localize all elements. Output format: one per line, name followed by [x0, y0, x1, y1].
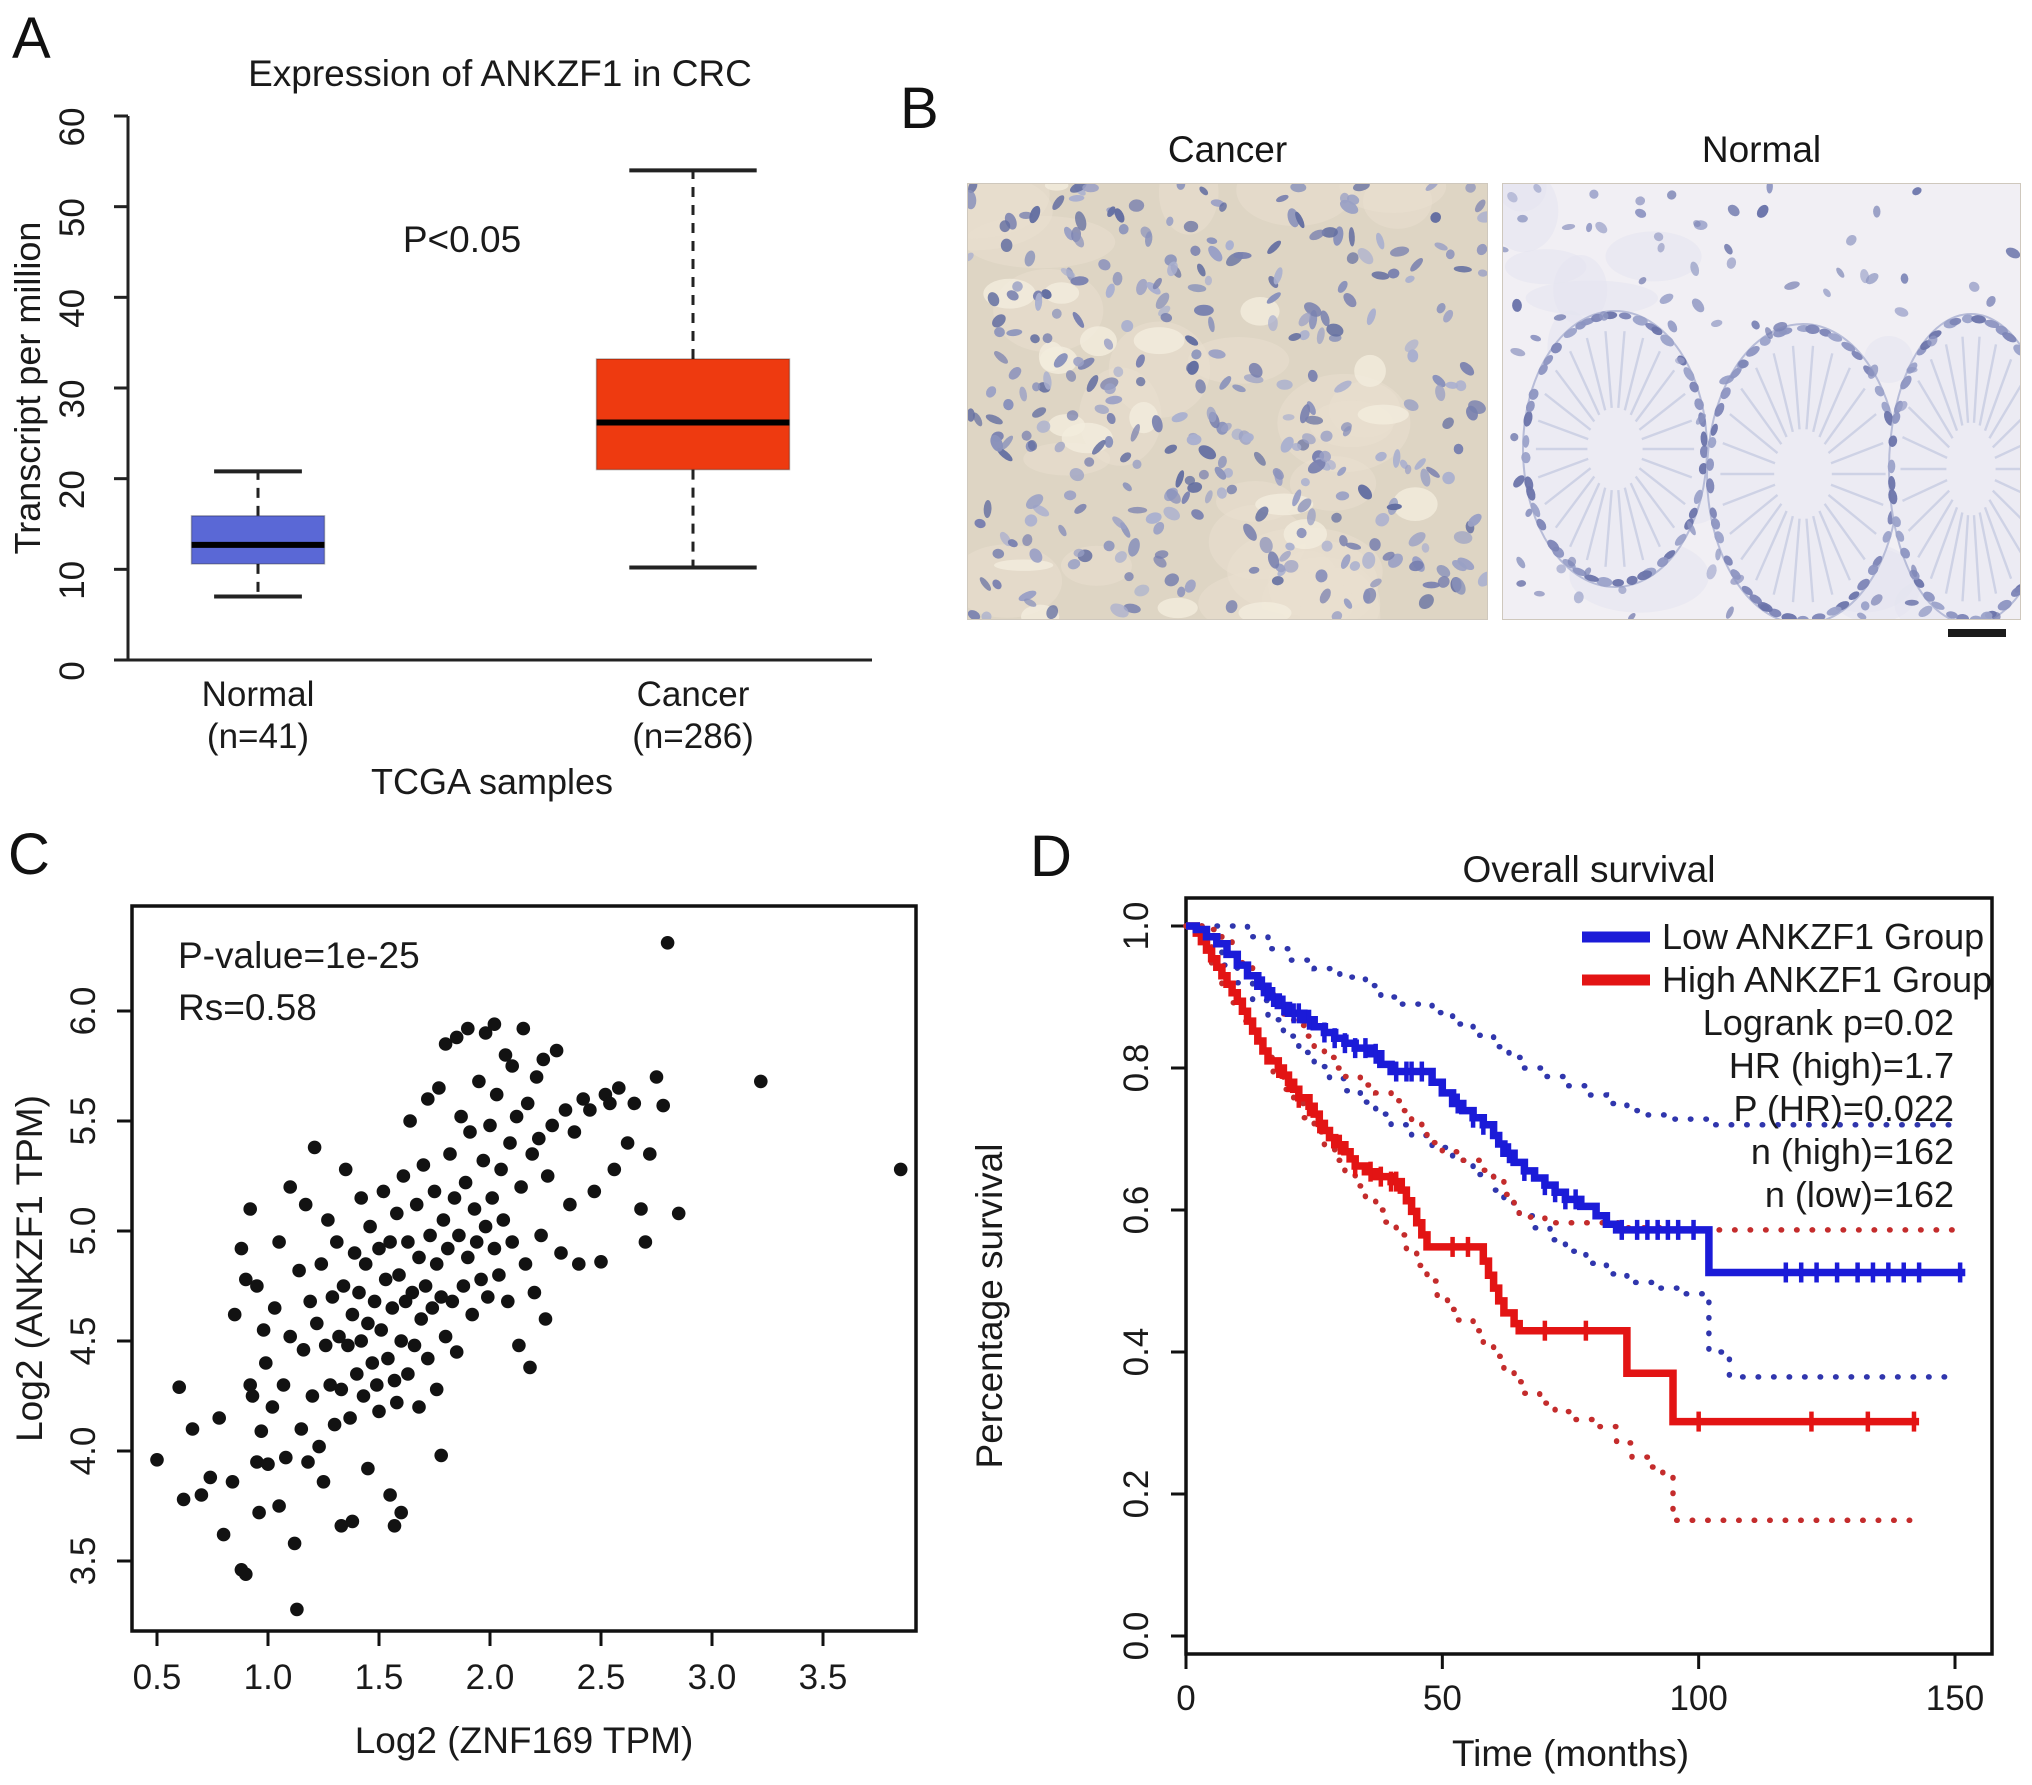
y-tick-label: 30 — [53, 380, 92, 419]
y-tick-label: 0.4 — [1117, 1328, 1156, 1377]
x-category-label: Normal — [202, 675, 315, 714]
x-tick-label: 1.5 — [355, 1658, 404, 1697]
panel-c-label: C — [8, 822, 50, 887]
scale-bar — [1948, 629, 2006, 637]
chart-title: Expression of ANKZF1 in CRC — [248, 53, 752, 94]
x-axis-title: TCGA samples — [371, 761, 613, 802]
box-group-normal — [190, 469, 326, 599]
km-stat-line: HR (high)=1.7 — [1729, 1045, 1954, 1086]
y-tick-label: 0.2 — [1117, 1470, 1156, 1519]
legend-label: Low ANKZF1 Group — [1662, 916, 1984, 957]
ihc-cancer-figure: Cancer — [967, 128, 1488, 637]
panel-a-label: A — [12, 6, 51, 71]
scatter-axes: 0.5 1.0 1.5 2.0 2.5 3.0 3.5 3.5 4.0 4.5 5.0 5.5 6.0 — [64, 987, 847, 1697]
y-tick-label: 40 — [53, 289, 92, 328]
gland-1 — [1706, 323, 1901, 619]
boxplot-axes: 0 10 20 30 40 50 60 — [53, 108, 872, 681]
x-tick-label: 1.0 — [244, 1658, 293, 1697]
censor-marks-high-solid — [1276, 1058, 1917, 1432]
scatter-points — [150, 936, 908, 1617]
y-axis-title: Percentage survival — [969, 1144, 1010, 1469]
km-curve-low-upper-ci — [1183, 923, 1958, 1128]
km-stat-line: P (HR)=0.022 — [1734, 1088, 1954, 1129]
gland-0 — [1521, 310, 1709, 588]
x-category-sublabel: (n=41) — [207, 717, 309, 756]
x-tick-label: 0.5 — [133, 1658, 182, 1697]
y-tick-label: 6.0 — [64, 987, 103, 1036]
y-tick-label: 3.5 — [64, 1537, 103, 1586]
x-axis-title: Time (months) — [1452, 1733, 1689, 1774]
ihc-normal-figure: Normal — [1502, 128, 2021, 637]
panel-d-label: D — [1030, 824, 1072, 889]
y-tick-label: 50 — [53, 198, 92, 237]
y-tick-label: 0 — [53, 661, 92, 680]
chart-title: Overall survival — [1463, 849, 1716, 890]
box-group-cancer — [595, 168, 791, 570]
x-tick-label: 150 — [1926, 1679, 1984, 1718]
km-axes: 0.0 0.2 0.4 0.6 0.8 1.0 0 50 100 150 — [1117, 902, 1984, 1718]
rs-annotation: Rs=0.58 — [178, 987, 317, 1028]
legend-label: High ANKZF1 Group — [1662, 959, 1992, 1000]
y-tick-label: 20 — [53, 470, 92, 509]
x-tick-label: 50 — [1423, 1679, 1462, 1718]
x-tick-label: 100 — [1669, 1679, 1727, 1718]
y-tick-label: 1.0 — [1117, 902, 1156, 951]
scatter-correlation-plot: 0.5 1.0 1.5 2.0 2.5 3.0 3.5 3.5 4.0 4.5 5.0 5.5 6.0 L… — [9, 904, 918, 1761]
pvalue-annotation: P<0.05 — [403, 219, 521, 260]
y-axis-title: Transcript per million — [7, 222, 48, 555]
x-tick-label: 0 — [1176, 1679, 1195, 1718]
y-tick-label: 10 — [53, 561, 92, 600]
ihc-cancer-title: Cancer — [1167, 129, 1288, 170]
y-tick-label: 5.0 — [64, 1207, 103, 1256]
stromal-nuclei — [1503, 184, 2020, 619]
x-category-label: Cancer — [637, 675, 750, 714]
x-tick-label: 2.0 — [466, 1658, 515, 1697]
cancer-nuclei — [968, 184, 1487, 619]
km-stat-line: n (low)=162 — [1765, 1174, 1954, 1215]
panel-b-label: B — [900, 76, 939, 141]
y-tick-label: 0.8 — [1117, 1044, 1156, 1093]
km-curve-high-solid — [1186, 922, 1920, 1426]
y-tick-label: 4.0 — [64, 1427, 103, 1476]
ihc-cancer-micrograph — [967, 183, 1488, 620]
km-stat-line: n (high)=162 — [1751, 1131, 1954, 1172]
plot-border — [130, 904, 918, 1633]
x-axis-title: Log2 (ZNF169 TPM) — [355, 1720, 694, 1761]
x-tick-label: 2.5 — [577, 1658, 626, 1697]
censor-marks-low-solid — [1260, 976, 1963, 1283]
x-category-sublabel: (n=286) — [632, 717, 754, 756]
y-tick-label: 0.6 — [1117, 1186, 1156, 1235]
x-tick-label: 3.5 — [799, 1658, 848, 1697]
x-tick-label: 3.0 — [688, 1658, 737, 1697]
ihc-normal-title: Normal — [1701, 129, 1822, 170]
ihc-normal-micrograph — [1502, 183, 2021, 620]
pvalue-annotation: P-value=1e-25 — [178, 935, 420, 976]
ihc-panel: Cancer Normal — [950, 128, 2032, 637]
km-stat-line: Logrank p=0.02 — [1703, 1002, 1954, 1043]
y-tick-label: 0.0 — [1117, 1612, 1156, 1661]
y-tick-label: 4.5 — [64, 1317, 103, 1366]
kaplan-meier-survival-plot: 0.0 0.2 0.4 0.6 0.8 1.0 0 50 100 150 Overall survi… — [969, 849, 1994, 1774]
y-axis-title: Log2 (ANKZF1 TPM) — [9, 1095, 50, 1442]
y-tick-label: 5.5 — [64, 1097, 103, 1146]
boxplot-expression-ankzf1: 0 10 20 30 40 50 60 Transcript per million Expre… — [7, 53, 872, 802]
plot-border — [1184, 896, 1994, 1656]
y-tick-label: 60 — [53, 108, 92, 147]
